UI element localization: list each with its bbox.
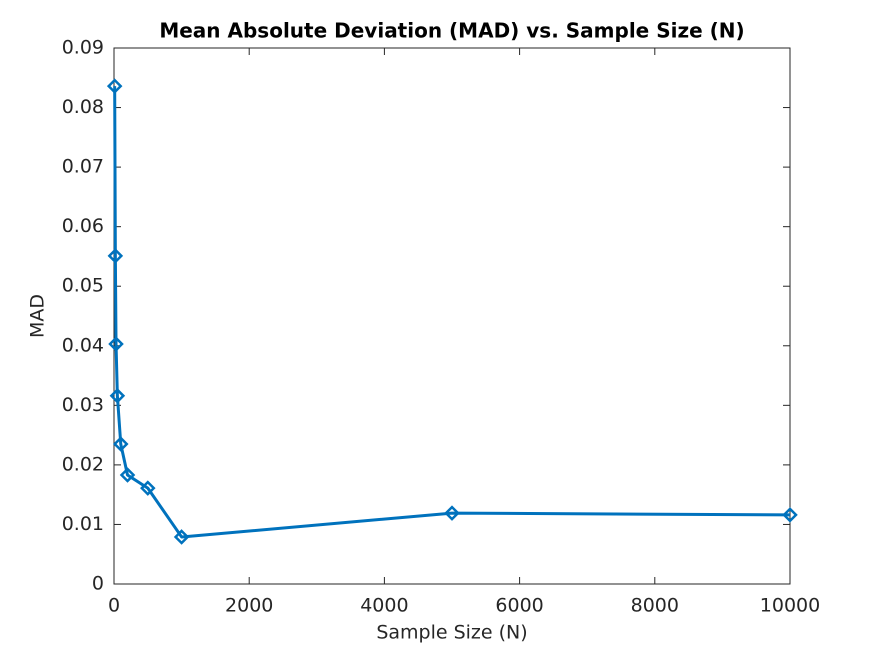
data-point	[173, 529, 190, 545]
data-point	[782, 507, 798, 523]
x-tick-label: 4000	[360, 595, 408, 617]
y-tick-label: 0.09	[62, 37, 104, 59]
x-tick-label: 0	[108, 595, 120, 617]
data-point	[444, 505, 460, 521]
y-tick-label: 0.05	[62, 275, 104, 297]
data-line	[113, 86, 791, 539]
y-axis-label: MAD	[27, 294, 49, 338]
data-point	[109, 388, 126, 404]
data-point	[106, 78, 123, 94]
y-tick-label: 0.04	[62, 334, 104, 356]
y-tick-label: 0.02	[62, 453, 104, 475]
x-tick-label: 6000	[495, 595, 543, 617]
y-tick-label: 0.03	[62, 394, 104, 416]
y-tick-label: 0.06	[62, 215, 104, 237]
data-point	[108, 336, 124, 352]
y-tick-label: 0.08	[62, 96, 104, 118]
y-tick-label: 0.07	[62, 156, 104, 178]
data-point	[107, 248, 124, 264]
data-point	[119, 467, 136, 483]
data-point	[140, 480, 156, 496]
x-tick-label: 2000	[225, 595, 273, 617]
chart-title: Mean Absolute Deviation (MAD) vs. Sample…	[159, 19, 744, 43]
data-point	[112, 436, 129, 452]
y-tick-label: 0.01	[62, 513, 104, 535]
y-tick-label: 0	[92, 573, 104, 595]
x-tick-label: 8000	[631, 595, 679, 617]
plot-frame	[113, 47, 791, 585]
x-axis-label: Sample Size (N)	[376, 622, 527, 644]
x-tick-label: 10000	[760, 595, 820, 617]
